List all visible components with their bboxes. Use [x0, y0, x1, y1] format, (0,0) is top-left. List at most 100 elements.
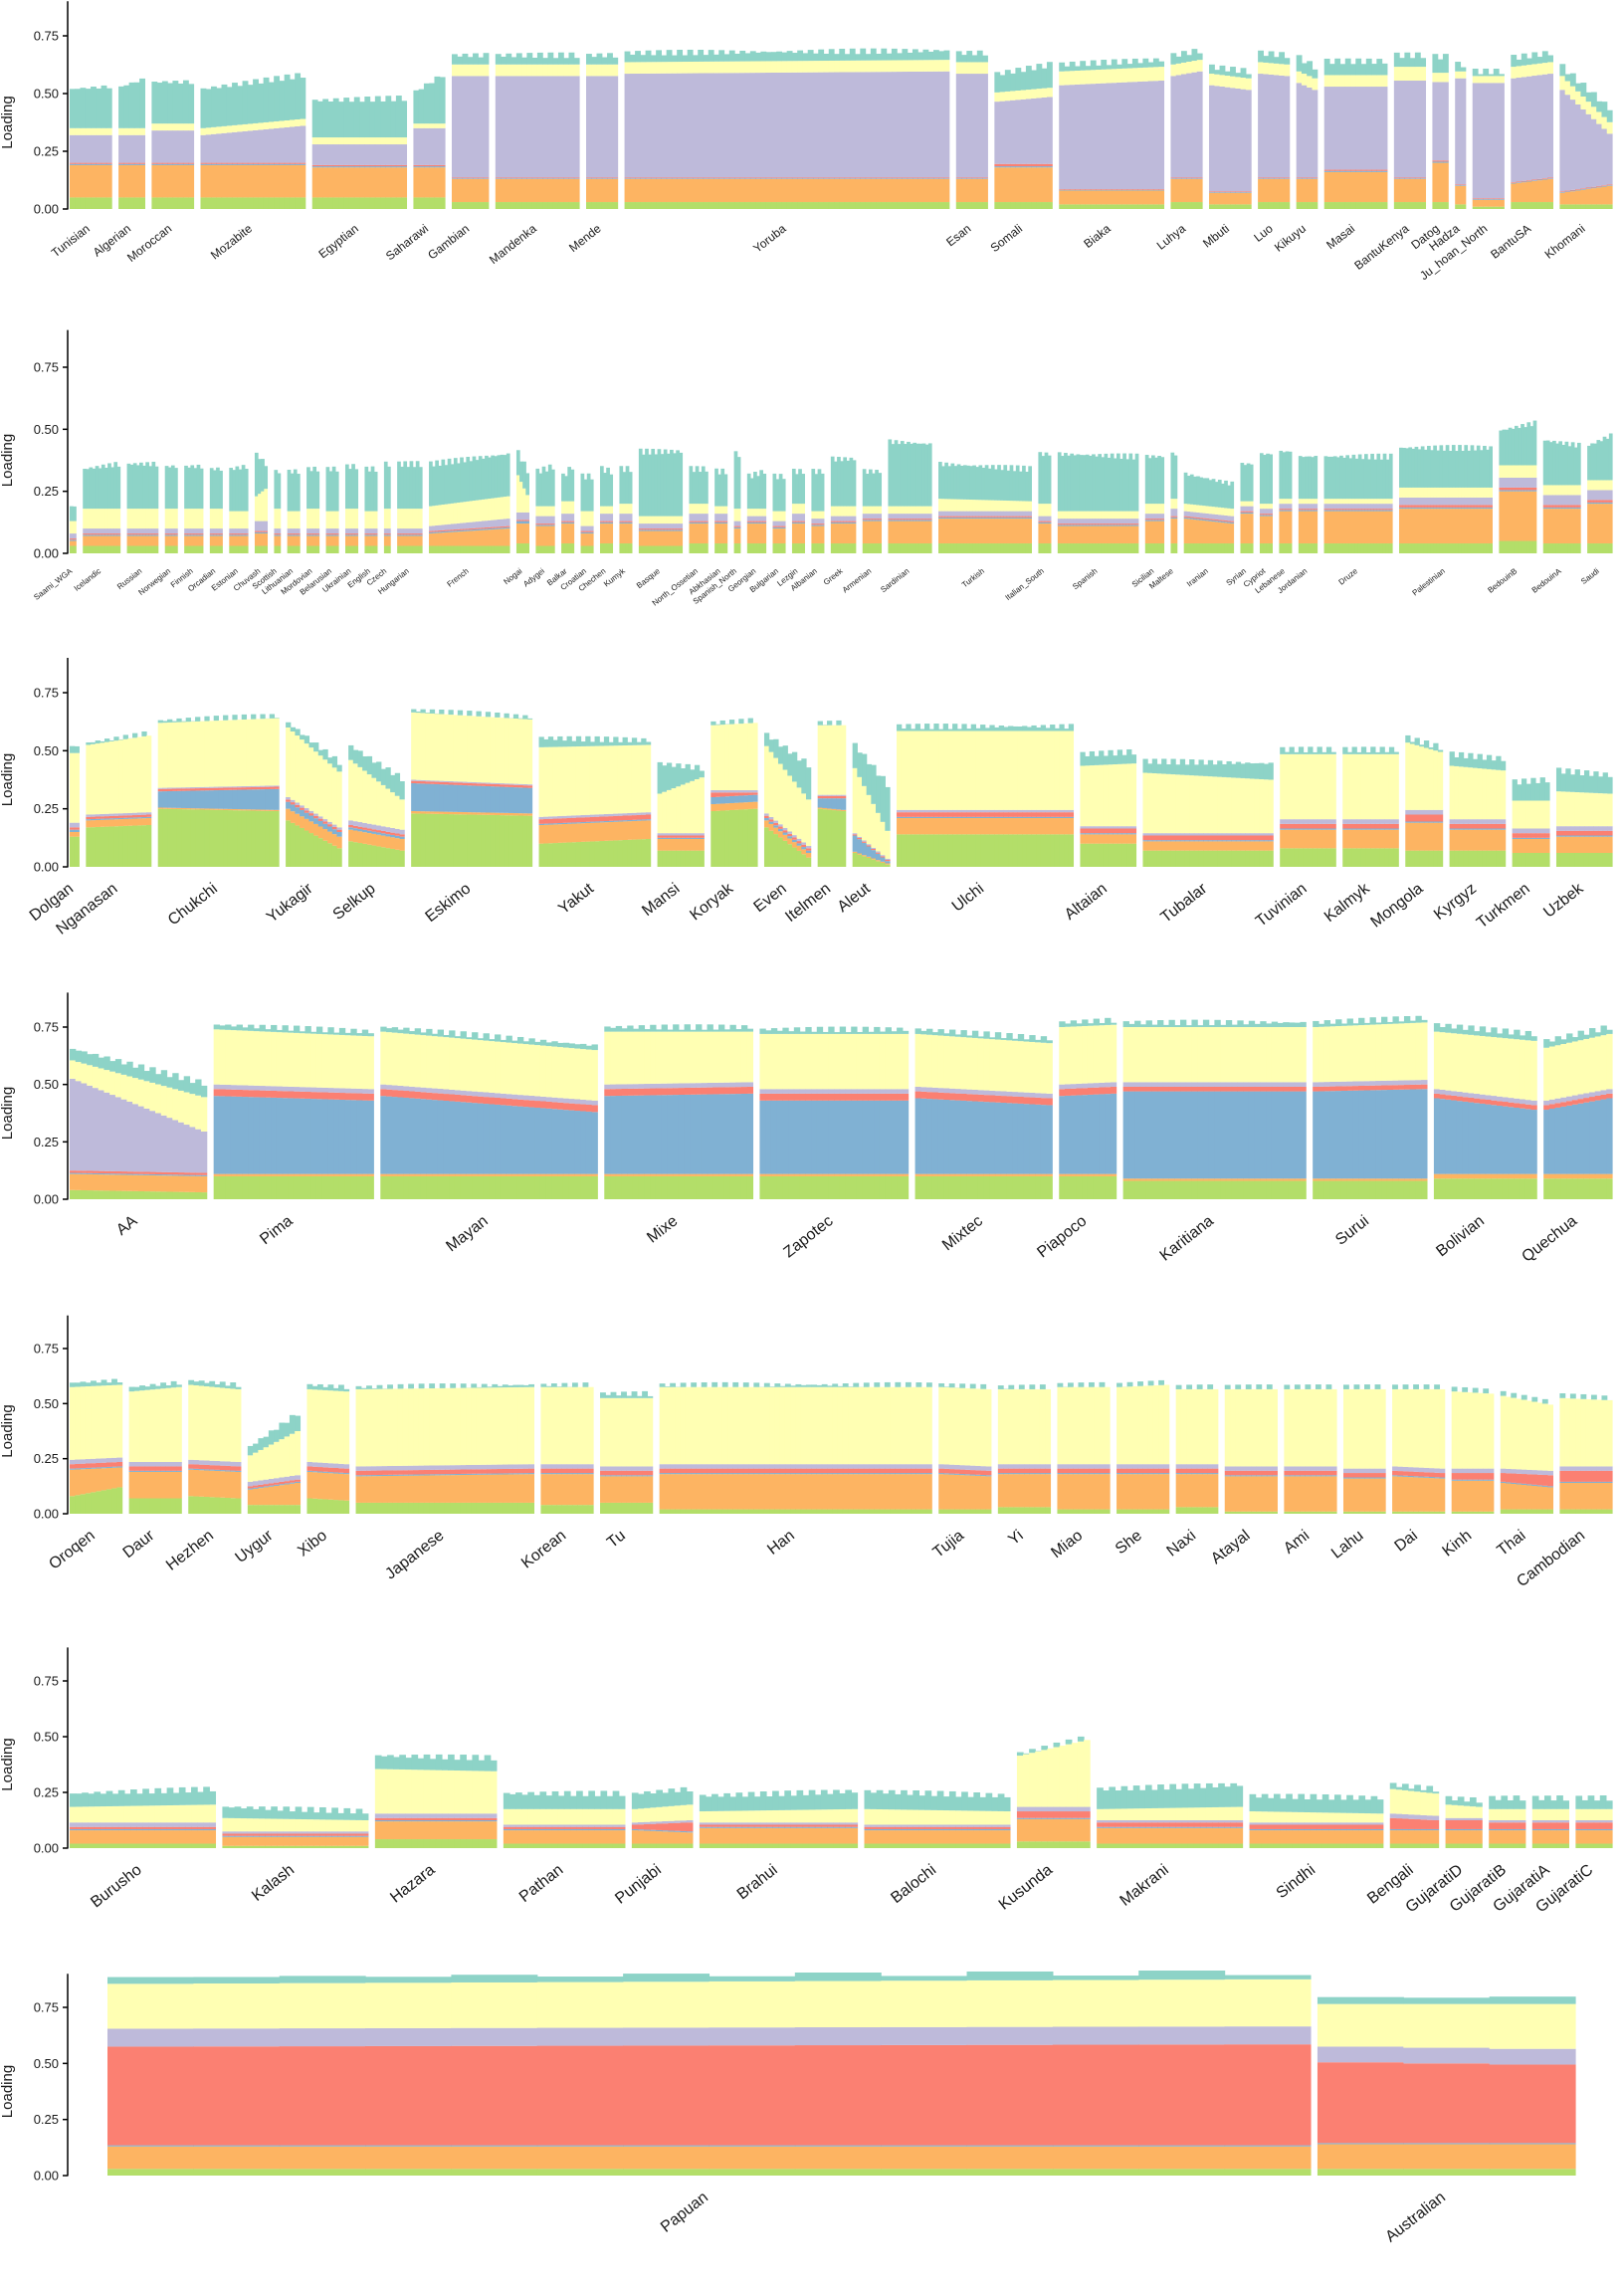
bar-segment	[833, 521, 838, 522]
bar-segment	[418, 467, 423, 510]
bar-segment	[91, 163, 97, 165]
bar-segment	[1263, 543, 1267, 553]
bar-segment	[254, 531, 259, 534]
bar-segment	[817, 469, 822, 512]
bar-segment	[506, 178, 512, 203]
bar-segment	[196, 533, 201, 535]
bar-segment	[938, 462, 942, 500]
bar-segment	[1073, 543, 1078, 553]
bar-segment	[596, 178, 603, 203]
bar-segment	[797, 72, 804, 178]
bar-segment	[1430, 507, 1434, 510]
bar-segment	[944, 519, 948, 544]
bar-segment	[306, 534, 310, 536]
bar-segment	[814, 525, 819, 544]
bar-segment	[749, 516, 754, 521]
bar-segment	[749, 523, 754, 544]
bar-segment	[1433, 497, 1437, 506]
bar-segment	[1189, 504, 1194, 513]
bar-segment	[1041, 202, 1048, 209]
bar-segment	[161, 130, 168, 163]
bar-segment	[380, 144, 386, 165]
bar-segment	[311, 166, 318, 168]
bar-segment	[503, 527, 508, 529]
bar-segment	[1373, 499, 1378, 505]
bar-segment	[1499, 465, 1504, 478]
bar-segment	[1526, 465, 1531, 478]
bar-segment	[862, 521, 867, 544]
bar-segment	[83, 535, 87, 546]
bar-segment	[1095, 525, 1099, 544]
bar-segment	[921, 519, 926, 521]
bar-segment	[522, 461, 526, 489]
bar-segment	[955, 178, 962, 179]
bar-segment	[274, 163, 281, 165]
bar-segment	[1505, 487, 1510, 491]
bar-segment	[1363, 504, 1368, 510]
bar-segment	[506, 525, 510, 527]
bar-segment	[334, 528, 339, 534]
bar-segment	[625, 521, 630, 524]
bar-segment	[500, 454, 505, 498]
bar-segment	[467, 178, 474, 179]
bar-segment	[1015, 516, 1020, 518]
bar-segment	[720, 521, 725, 522]
bar-segment	[843, 506, 848, 517]
bar-segment	[1436, 487, 1441, 498]
bar-segment	[432, 530, 436, 532]
bar-segment	[364, 528, 369, 534]
bar-segment	[573, 178, 580, 179]
bar-segment	[1273, 177, 1280, 179]
bar-segment	[994, 167, 1001, 203]
bar-segment	[736, 528, 741, 544]
bar-segment	[862, 514, 867, 520]
bar-segment	[199, 468, 204, 510]
bar-segment	[1348, 510, 1353, 512]
bar-segment	[126, 528, 131, 534]
bar-segment	[660, 516, 665, 524]
bar-segment	[209, 808, 215, 810]
bar-segment	[185, 788, 191, 791]
bar-segment	[1326, 543, 1331, 553]
bar-segment	[403, 461, 408, 510]
bar-segment	[733, 526, 738, 529]
bar-segment	[1536, 202, 1543, 209]
bar-segment	[348, 534, 352, 536]
bar-segment	[642, 516, 646, 524]
bar-segment	[481, 458, 486, 500]
bar-segment	[531, 76, 538, 178]
bar-segment	[1076, 519, 1081, 524]
bar-segment	[759, 470, 763, 510]
bar-segment	[274, 127, 281, 163]
bar-segment	[749, 478, 754, 510]
bar-segment	[1104, 523, 1109, 525]
bar-segment	[127, 818, 133, 826]
bar-segment	[1015, 90, 1022, 101]
bar-segment	[1521, 487, 1524, 491]
bar-segment	[698, 61, 705, 74]
bar-segment	[1173, 499, 1178, 510]
bar-segment	[1003, 511, 1008, 517]
bar-segment	[781, 177, 788, 179]
bar-segment	[406, 509, 411, 529]
bar-segment	[441, 459, 446, 506]
bar-segment	[778, 543, 783, 553]
bar-segment	[104, 816, 110, 819]
bar-segment	[695, 523, 700, 544]
bar-segment	[1269, 515, 1273, 517]
bar-segment	[444, 545, 449, 553]
bar-segment	[1532, 540, 1537, 553]
bar-segment	[1404, 178, 1411, 203]
bar-segment	[589, 545, 594, 553]
bar-segment	[839, 178, 846, 203]
bar-segment	[1564, 95, 1571, 191]
bar-segment	[966, 177, 973, 179]
bar-segment	[136, 814, 142, 818]
bar-segment	[1110, 453, 1115, 512]
bar-segment	[1599, 480, 1604, 491]
bar-segment	[500, 519, 505, 526]
bar-segment	[258, 122, 265, 130]
bar-segment	[172, 163, 179, 165]
bar-segment	[852, 516, 857, 521]
bar-segment	[1284, 177, 1291, 179]
